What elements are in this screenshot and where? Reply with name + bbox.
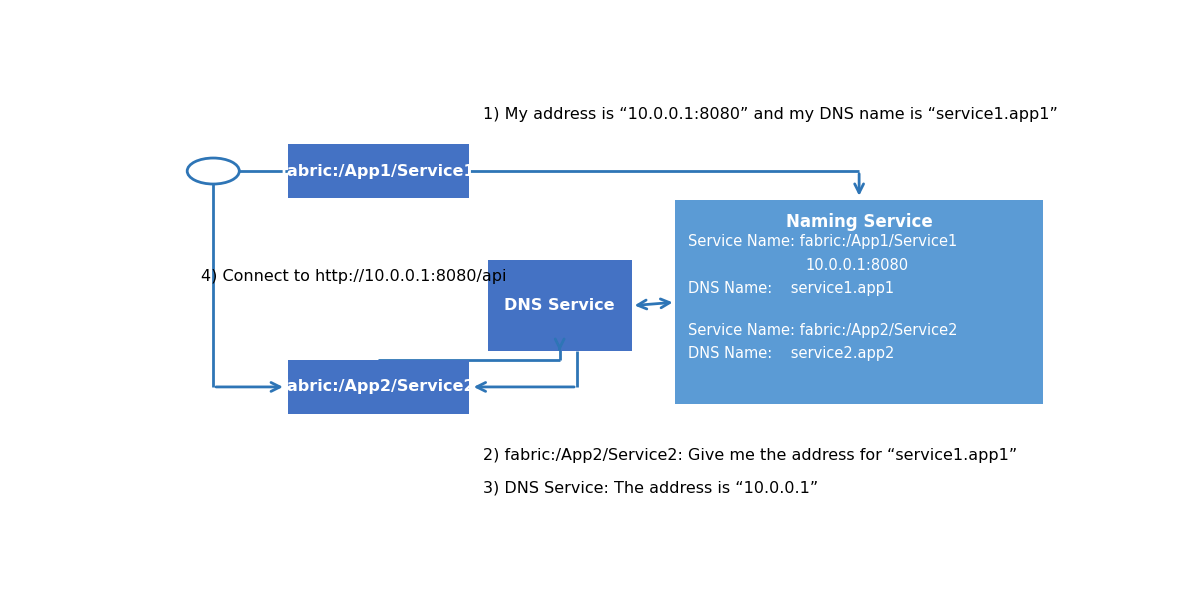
- Text: Service Name: fabric:/App1/Service1: Service Name: fabric:/App1/Service1: [688, 235, 956, 249]
- Text: DNS Name:    service1.app1: DNS Name: service1.app1: [688, 281, 894, 295]
- Text: 2) fabric:/App2/Service2: Give me the address for “service1.app1”: 2) fabric:/App2/Service2: Give me the ad…: [482, 448, 1018, 463]
- FancyBboxPatch shape: [487, 260, 631, 351]
- Text: 3) DNS Service: The address is “10.0.0.1”: 3) DNS Service: The address is “10.0.0.1…: [482, 481, 818, 496]
- Text: fabric:/App2/Service2: fabric:/App2/Service2: [281, 379, 475, 394]
- FancyBboxPatch shape: [288, 360, 469, 414]
- FancyBboxPatch shape: [676, 200, 1043, 405]
- Text: Service Name: fabric:/App2/Service2: Service Name: fabric:/App2/Service2: [688, 323, 958, 338]
- Text: DNS Service: DNS Service: [504, 298, 614, 313]
- FancyBboxPatch shape: [288, 144, 469, 198]
- Text: 4) Connect to http://10.0.0.1:8080/api: 4) Connect to http://10.0.0.1:8080/api: [202, 269, 506, 284]
- Text: fabric:/App1/Service1: fabric:/App1/Service1: [281, 163, 475, 178]
- Text: 10.0.0.1:8080: 10.0.0.1:8080: [805, 257, 908, 273]
- Text: DNS Name:    service2.app2: DNS Name: service2.app2: [688, 346, 894, 361]
- Text: 1) My address is “10.0.0.1:8080” and my DNS name is “service1.app1”: 1) My address is “10.0.0.1:8080” and my …: [482, 107, 1058, 122]
- Text: Naming Service: Naming Service: [786, 213, 932, 232]
